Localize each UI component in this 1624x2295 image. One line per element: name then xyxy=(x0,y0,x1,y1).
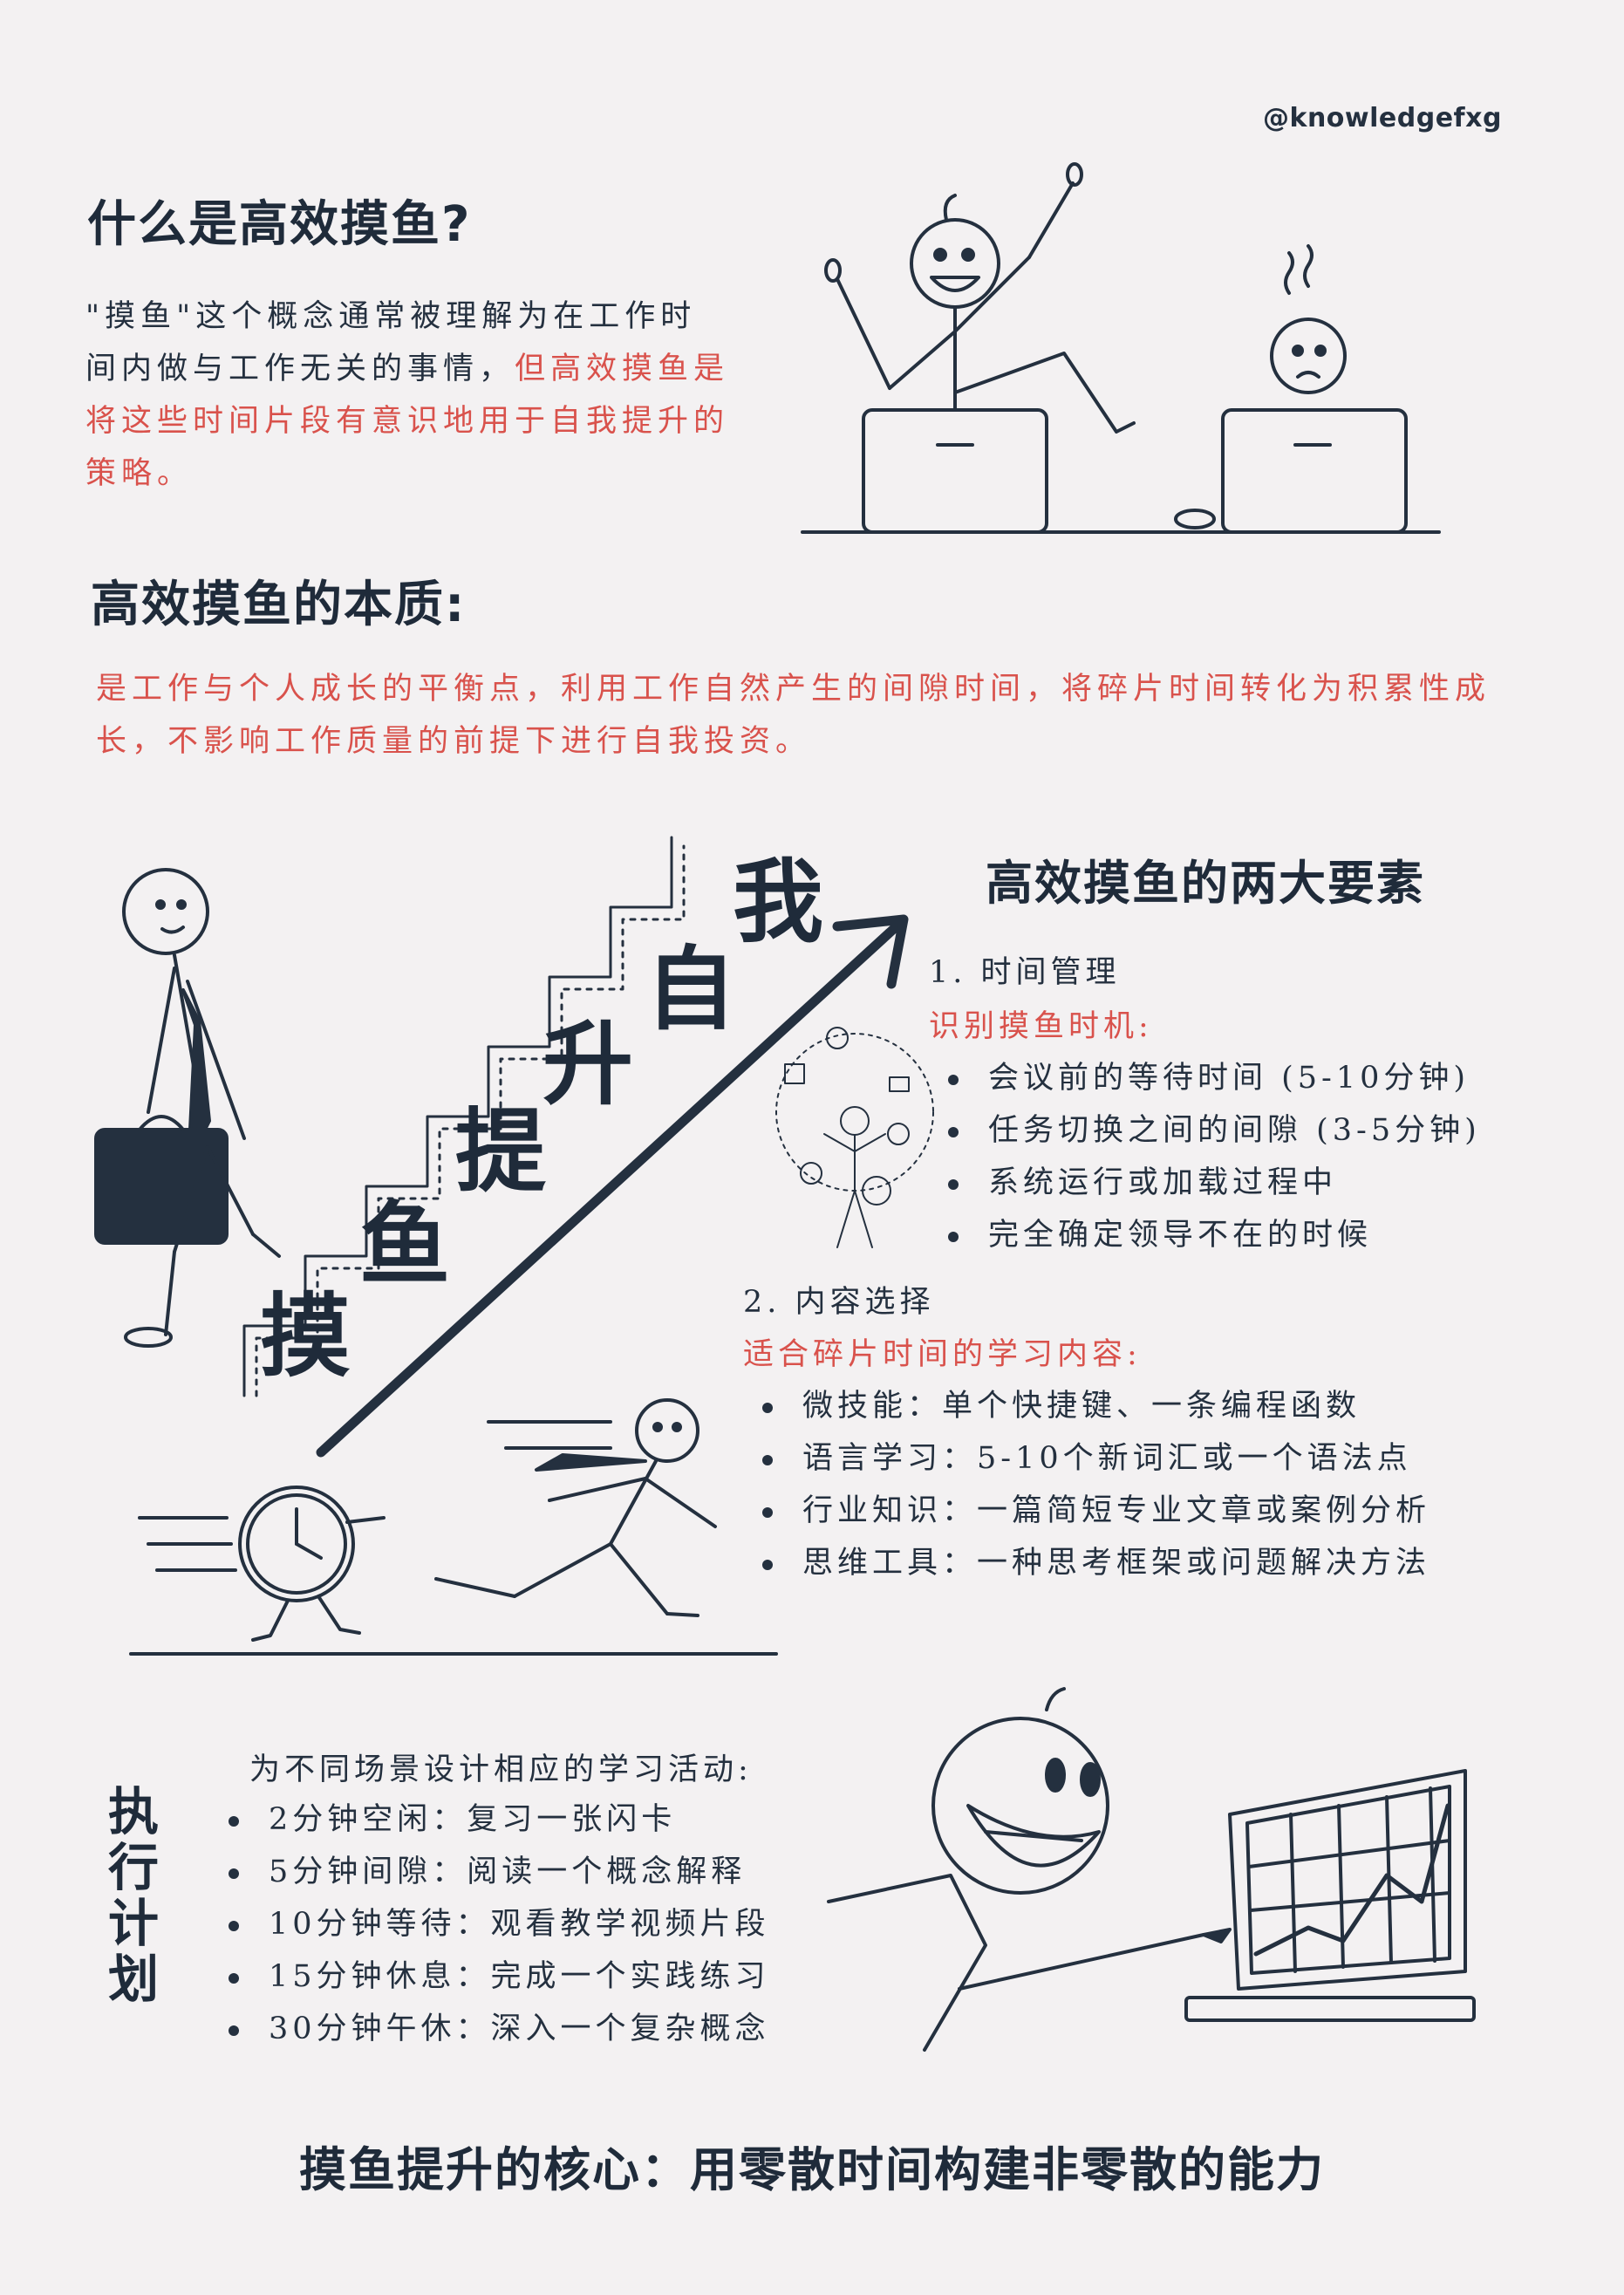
section-title-essence: 高效摸鱼的本质: xyxy=(91,577,467,633)
element1-block: 1. 时间管理 xyxy=(929,947,1121,992)
vertical-title-char: 计 xyxy=(107,1894,159,1953)
happy-stickman-laptop-icon xyxy=(785,157,1448,541)
element2-list: 微技能：单个快捷键、一条编程函数 语言学习：5-10个新词汇或一个语法点 行业知… xyxy=(752,1380,1430,1589)
list-item: 思维工具：一种思考框架或问题解决方法 xyxy=(752,1537,1430,1589)
list-item: 微技能：单个快捷键、一条编程函数 xyxy=(752,1380,1430,1432)
section-intro-text: "摸鱼"这个概念通常被理解为在工作时间内做与工作无关的事情，但高效摸鱼是将这些时… xyxy=(85,290,731,500)
stair-char-4: 升 xyxy=(542,1011,634,1117)
element1-list: 会议前的等待时间 (5-10分钟) 任务切换之间的间隙 (3-5分钟) 系统运行… xyxy=(938,1052,1481,1261)
element2-subheading: 适合碎片时间的学习内容: xyxy=(743,1337,1142,1372)
vertical-title-char: 行 xyxy=(107,1838,159,1897)
list-item: 10分钟等待：观看教学视频片段 xyxy=(218,1898,770,1950)
list-item: 任务切换之间的间隙 (3-5分钟) xyxy=(938,1104,1481,1157)
element2-heading: 2. 内容选择 xyxy=(743,1285,935,1320)
author-handle: @knowledgefxg xyxy=(1263,103,1502,133)
list-item: 会议前的等待时间 (5-10分钟) xyxy=(938,1052,1481,1104)
list-item: 2分钟空闲：复习一张闪卡 xyxy=(218,1793,770,1846)
list-item: 语言学习：5-10个新词汇或一个语法点 xyxy=(752,1432,1430,1485)
list-item: 15分钟休息：完成一个实践练习 xyxy=(218,1950,770,2003)
stair-char-5: 自 xyxy=(645,936,737,1042)
vertical-title-char: 划 xyxy=(107,1950,159,2009)
stickman-briefcase-icon xyxy=(78,859,340,1348)
stair-char-3: 提 xyxy=(455,1098,547,1205)
stair-char-6: 我 xyxy=(733,849,824,955)
smiling-stickman-chart-icon xyxy=(820,1701,1483,2067)
list-item: 5分钟间隙：阅读一个概念解释 xyxy=(218,1846,770,1898)
essence-text: 是工作与个人成长的平衡点，利用工作自然产生的间隙时间，将碎片时间转化为积累性成长… xyxy=(96,672,1491,759)
stair-char-1: 摸 xyxy=(260,1283,351,1390)
intro-plain-text: "摸鱼"这个概念通常被理解为在工作时间内做与工作无关的事情， xyxy=(85,299,697,386)
plan-list: 2分钟空闲：复习一张闪卡 5分钟间隙：阅读一个概念解释 10分钟等待：观看教学视… xyxy=(218,1793,770,2055)
plan-intro: 为不同场景设计相应的学习活动: xyxy=(249,1752,753,1787)
list-item: 完全确定领导不在的时候 xyxy=(938,1209,1481,1261)
clock-chasing-stickman-icon xyxy=(122,1387,785,1657)
list-item: 30分钟午休：深入一个复杂概念 xyxy=(218,2003,770,2055)
stair-char-2: 鱼 xyxy=(359,1192,451,1298)
juggling-stickman-icon xyxy=(776,1029,933,1256)
staircase-icon xyxy=(244,837,768,1396)
rising-arrow-icon xyxy=(305,907,916,1465)
element1-heading: 1. 时间管理 xyxy=(929,955,1121,990)
footer-core-message: 摸鱼提升的核心：用零散时间构建非零散的能力 xyxy=(299,2142,1325,2197)
execution-plan-vertical-title: 执 行 计 划 xyxy=(103,1784,164,2007)
section-title-two-elements: 高效摸鱼的两大要素 xyxy=(986,856,1425,911)
list-item: 系统运行或加载过程中 xyxy=(938,1157,1481,1209)
element1-subheading: 识别摸鱼时机: xyxy=(929,1009,1153,1044)
intro-highlight-text: 但高效摸鱼是将这些时间片段有意识地用于自我提升的策略。 xyxy=(85,352,730,491)
vertical-title-char: 执 xyxy=(107,1782,159,1841)
section-title-what-is: 什么是高效摸鱼? xyxy=(87,196,472,253)
list-item: 行业知识：一篇简短专业文章或案例分析 xyxy=(752,1485,1430,1537)
